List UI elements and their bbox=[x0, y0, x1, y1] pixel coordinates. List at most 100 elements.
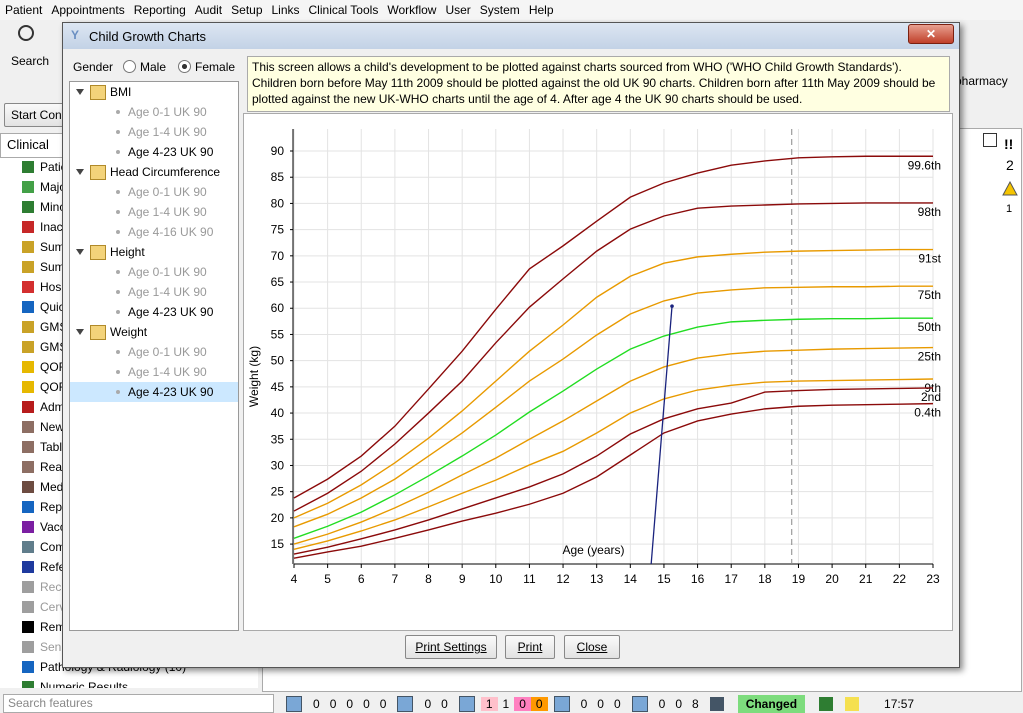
tree-leaf[interactable]: Age 4-16 UK 90 bbox=[128, 225, 214, 239]
list-item[interactable]: QOF bbox=[40, 380, 66, 394]
list-item[interactable]: Quic bbox=[40, 300, 65, 314]
menu-bar: Patient Appointments Reporting Audit Setup Li… bbox=[0, 0, 1023, 20]
tree-leaf[interactable]: Age 4-23 UK 90 bbox=[128, 305, 214, 319]
dialog-button[interactable]: Print Settings bbox=[405, 635, 497, 659]
list-item[interactable]: Hos bbox=[40, 280, 62, 294]
list-item[interactable]: New bbox=[40, 420, 65, 434]
clinical-tab[interactable]: Clinical bbox=[0, 133, 66, 158]
tree-leaf[interactable]: Age 0-1 UK 90 bbox=[128, 185, 207, 199]
y-tick-label: 25 bbox=[271, 485, 285, 499]
tree-expander[interactable] bbox=[76, 169, 84, 175]
list-item[interactable]: Sum bbox=[40, 240, 65, 254]
search-features[interactable]: Search features bbox=[3, 694, 274, 713]
menu-item[interactable]: Help bbox=[528, 3, 554, 17]
status-count: 0 bbox=[530, 696, 548, 711]
radio-label[interactable]: Male bbox=[140, 60, 167, 74]
x-tick-label: 19 bbox=[792, 572, 806, 586]
radio[interactable] bbox=[178, 60, 192, 73]
list-item[interactable]: Rec bbox=[40, 580, 62, 594]
tree-expander[interactable] bbox=[76, 249, 84, 255]
tree-leaf[interactable]: Age 0-1 UK 90 bbox=[128, 265, 207, 279]
menu-item[interactable]: Setup bbox=[231, 3, 263, 17]
search-icon[interactable] bbox=[18, 25, 34, 41]
list-item[interactable]: Rea bbox=[40, 460, 63, 474]
list-item[interactable]: Minc bbox=[40, 200, 66, 214]
tree-node[interactable]: Weight bbox=[110, 325, 148, 339]
list-item[interactable]: Majo bbox=[40, 180, 67, 194]
centile-label: 98th bbox=[918, 205, 941, 219]
list-item[interactable]: GMS bbox=[40, 340, 68, 354]
menu-item[interactable]: System bbox=[479, 3, 520, 17]
list-item[interactable]: Inac bbox=[40, 220, 63, 234]
status-count: 1 bbox=[480, 696, 498, 711]
menu-item[interactable]: Clinical Tools bbox=[308, 3, 379, 17]
menu-item[interactable]: Audit bbox=[194, 3, 223, 17]
tree-leaf[interactable]: Age 1-4 UK 90 bbox=[128, 285, 207, 299]
tree-leaf[interactable]: Age 4-23 UK 90 bbox=[128, 145, 214, 159]
list-item[interactable]: GMS bbox=[40, 320, 68, 334]
list-icon bbox=[22, 221, 34, 233]
tree-node[interactable]: BMI bbox=[110, 85, 132, 99]
measurement-line bbox=[650, 306, 673, 565]
tree-expander[interactable] bbox=[76, 89, 84, 95]
restore-button[interactable] bbox=[983, 133, 997, 147]
radio-label[interactable]: Female bbox=[195, 60, 236, 74]
leaf-dot bbox=[116, 230, 120, 234]
list-item[interactable]: Patie bbox=[40, 160, 68, 174]
list-icon bbox=[22, 201, 34, 213]
dialog-button[interactable]: Print bbox=[505, 635, 555, 659]
menu-item[interactable]: Patient bbox=[5, 3, 43, 17]
gender-options: Male Female bbox=[123, 60, 235, 74]
list-icon bbox=[22, 541, 34, 553]
list-item[interactable]: Sum bbox=[40, 260, 65, 274]
x-tick-label: 8 bbox=[425, 572, 432, 586]
x-tick-label: 18 bbox=[758, 572, 772, 586]
y-tick-label: 80 bbox=[271, 196, 285, 210]
x-tick-label: 14 bbox=[624, 572, 638, 586]
tree-leaf[interactable]: Age 0-1 UK 90 bbox=[128, 105, 207, 119]
list-item[interactable]: QOF bbox=[40, 360, 66, 374]
menu-item[interactable]: Links bbox=[271, 3, 300, 17]
list-item[interactable]: Cerv bbox=[40, 600, 66, 614]
menu-item[interactable]: Workflow bbox=[387, 3, 437, 17]
tree-leaf[interactable]: Age 1-4 UK 90 bbox=[128, 205, 207, 219]
close-x[interactable]: ✕ bbox=[908, 24, 954, 44]
list-item[interactable]: Med bbox=[40, 480, 64, 494]
leaf-dot bbox=[116, 310, 120, 314]
status-count: 0 bbox=[658, 696, 666, 711]
list-item[interactable]: Rem bbox=[40, 620, 66, 634]
x-tick-label: 4 bbox=[291, 572, 298, 586]
menu-item[interactable]: Reporting bbox=[133, 3, 186, 17]
list-item[interactable]: Refe bbox=[40, 560, 66, 574]
list-item[interactable]: Tabl bbox=[40, 440, 63, 454]
tree-leaf[interactable]: Age 1-4 UK 90 bbox=[128, 125, 207, 139]
folder-icon bbox=[90, 325, 106, 340]
centile-line bbox=[293, 155, 933, 499]
tree-node[interactable]: Height bbox=[110, 245, 145, 259]
y-tick-label: 20 bbox=[271, 511, 285, 525]
radio[interactable] bbox=[123, 60, 136, 73]
list-icon bbox=[22, 301, 34, 313]
leaf-dot bbox=[116, 130, 120, 134]
list-item[interactable]: Sen bbox=[40, 640, 62, 654]
list-item[interactable]: Adm bbox=[40, 400, 65, 414]
tree-node[interactable]: Head Circumference bbox=[110, 165, 221, 179]
tree-leaf[interactable]: Age 4-23 UK 90 bbox=[128, 385, 214, 399]
tree-leaf[interactable]: Age 1-4 UK 90 bbox=[128, 365, 207, 379]
menu-item[interactable]: Appointments bbox=[51, 3, 125, 17]
list-item[interactable]: Rep bbox=[40, 500, 63, 514]
dialog-button[interactable]: Close bbox=[564, 635, 620, 659]
menu-item[interactable]: User bbox=[445, 3, 471, 17]
list-icon bbox=[22, 681, 34, 688]
y-tick-label: 15 bbox=[271, 537, 285, 551]
tree-leaf[interactable]: Age 0-1 UK 90 bbox=[128, 345, 207, 359]
search-button[interactable]: Search bbox=[11, 54, 50, 68]
tree-expander[interactable] bbox=[76, 329, 84, 335]
list-icon bbox=[22, 501, 34, 513]
list-item[interactable]: Numeric Results bbox=[40, 680, 129, 688]
list-item[interactable]: Com bbox=[40, 540, 66, 554]
centile-label: 91st bbox=[918, 252, 941, 266]
list-icon bbox=[22, 441, 34, 453]
list-item[interactable]: Vacc bbox=[40, 520, 66, 534]
title-bar: Y Child Growth Charts ✕ bbox=[63, 23, 959, 49]
